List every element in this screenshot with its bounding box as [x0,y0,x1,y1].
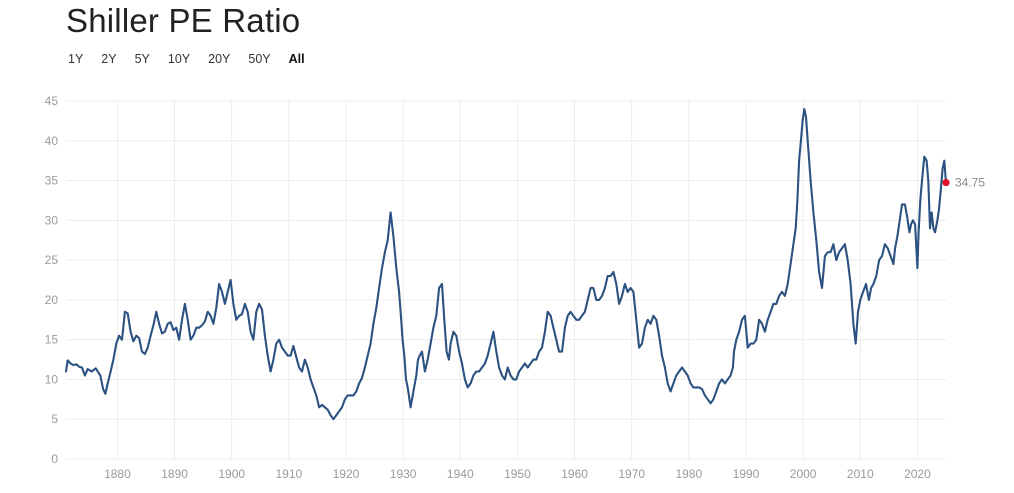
y-tick-label: 20 [45,293,59,307]
x-tick-label: 2010 [847,467,874,481]
y-tick-label: 5 [51,412,58,426]
x-axis: 1880 1890 1900 1910 1920 1930 1940 1950 1960 1970… [104,467,931,481]
range-selector: 1Y 2Y 5Y 10Y 20Y 50Y All [68,52,323,66]
range-all-button[interactable]: All [288,52,305,66]
x-tick-label: 2000 [790,467,817,481]
range-2y-button[interactable]: 2Y [101,52,117,66]
y-tick-label: 10 [45,372,59,386]
range-10y-button[interactable]: 10Y [167,52,191,66]
grid-lines [66,100,946,460]
x-tick-label: 1890 [161,467,188,481]
series-line [64,107,948,421]
y-axis: 0 5 10 15 20 25 30 35 40 45 [45,94,59,466]
y-tick-label: 45 [45,94,59,108]
page-title: Shiller PE Ratio [66,2,301,39]
range-1y-button[interactable]: 1Y [68,52,84,66]
range-50y-button[interactable]: 50Y [248,52,271,66]
x-tick-label: 1960 [561,467,588,481]
range-20y-button[interactable]: 20Y [208,52,231,66]
x-tick-label: 1980 [676,467,703,481]
x-tick-label: 1940 [447,467,474,481]
x-tick-label: 1930 [390,467,417,481]
x-tick-label: 1990 [733,467,760,481]
x-tick-label: 1880 [104,467,131,481]
x-tick-label: 1910 [276,467,303,481]
y-tick-label: 30 [45,213,59,227]
y-tick-label: 15 [45,333,59,347]
range-5y-button[interactable]: 5Y [134,52,150,66]
y-tick-label: 25 [45,253,59,267]
x-tick-label: 1900 [218,467,245,481]
y-tick-label: 40 [45,134,59,148]
end-value-label: 34.75 [955,176,985,190]
y-tick-label: 35 [45,174,59,188]
y-tick-label: 0 [51,452,58,466]
x-tick-label: 1950 [504,467,531,481]
x-tick-label: 1970 [618,467,645,481]
x-tick-label: 2020 [904,467,931,481]
end-point-marker[interactable] [942,178,950,187]
x-tick-label: 1920 [333,467,360,481]
